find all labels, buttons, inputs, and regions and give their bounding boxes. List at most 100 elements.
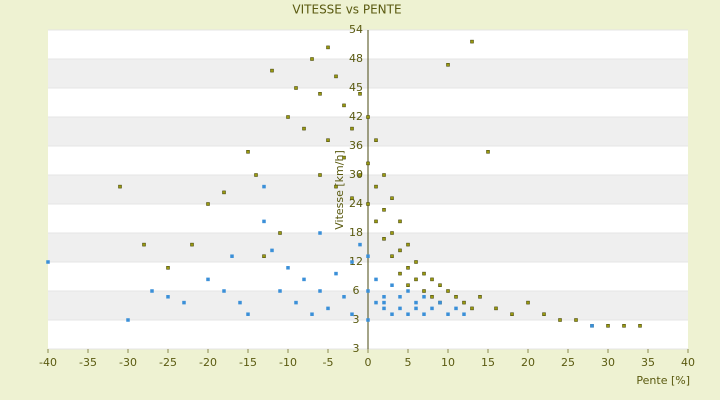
chart-title: VITESSE vs PENTE — [292, 3, 401, 17]
y-tick-label: 36 — [349, 139, 363, 152]
scatter-point — [398, 219, 402, 224]
scatter-point — [406, 312, 410, 316]
scatter-point — [446, 63, 450, 67]
scatter-point — [622, 324, 626, 328]
x-tick-label: 15 — [481, 356, 495, 369]
x-tick-label: -30 — [119, 356, 137, 369]
scatter-point — [262, 254, 266, 258]
x-tick-label: 30 — [601, 356, 615, 369]
y-tick-label: 3 — [353, 313, 360, 326]
scatter-point — [430, 306, 434, 311]
scatter-point — [390, 196, 394, 200]
scatter-point — [366, 254, 370, 258]
scatter-point — [414, 277, 418, 282]
scatter-point — [142, 242, 146, 247]
y-tick-label: 6 — [353, 284, 360, 297]
scatter-point — [406, 266, 410, 270]
y-tick-label: 45 — [349, 81, 363, 94]
scatter-point — [230, 254, 234, 258]
scatter-point — [414, 306, 418, 311]
scatter-point — [126, 318, 130, 322]
scatter-point — [342, 155, 346, 160]
scatter-point — [342, 295, 346, 299]
scatter-point — [366, 289, 370, 293]
scatter-point — [382, 237, 386, 241]
scatter-point — [422, 295, 426, 299]
scatter-point — [358, 92, 362, 96]
y-tick-label: 3 — [353, 342, 360, 355]
x-tick-label: 10 — [441, 356, 455, 369]
scatter-point — [326, 138, 330, 142]
scatter-point — [350, 260, 354, 264]
scatter-point — [318, 231, 322, 235]
scatter-point — [398, 306, 402, 311]
y-tick-label: 30 — [349, 168, 363, 181]
x-tick-label: -5 — [323, 356, 334, 369]
scatter-point — [374, 300, 378, 305]
scatter-point — [294, 300, 298, 305]
scatter-point — [390, 312, 394, 316]
scatter-point — [310, 57, 314, 61]
scatter-point — [382, 306, 386, 311]
scatter-point — [390, 283, 394, 287]
scatter-point — [222, 190, 226, 195]
scatter-point — [390, 254, 394, 258]
scatter-point — [366, 202, 370, 206]
scatter-point — [262, 184, 266, 189]
y-tick-label: 12 — [349, 255, 363, 268]
scatter-point — [166, 266, 170, 270]
scatter-point — [46, 260, 50, 264]
scatter-point — [286, 115, 290, 119]
scatter-point — [574, 318, 578, 322]
scatter-point — [350, 126, 354, 131]
scatter-point — [374, 184, 378, 189]
scatter-point — [542, 312, 546, 316]
scatter-point — [406, 242, 410, 247]
scatter-point — [462, 312, 466, 316]
scatter-point — [606, 324, 610, 328]
scatter-point — [430, 295, 434, 299]
scatter-point — [150, 289, 154, 293]
scatter-point — [270, 248, 274, 253]
scatter-point — [366, 115, 370, 119]
scatter-point — [558, 318, 562, 322]
scatter-point — [326, 45, 330, 50]
scatter-point — [382, 208, 386, 212]
scatter-point — [222, 289, 226, 293]
scatter-point — [318, 92, 322, 96]
scatter-point — [590, 324, 594, 328]
scatter-point — [414, 300, 418, 305]
scatter-point — [182, 300, 186, 305]
scatter-point — [510, 312, 514, 316]
scatter-point — [286, 266, 290, 270]
scatter-point — [206, 202, 210, 206]
scatter-point — [478, 295, 482, 299]
scatter-point — [374, 138, 378, 142]
x-tick-label: -40 — [39, 356, 57, 369]
scatter-point — [166, 295, 170, 299]
scatter-point — [470, 39, 474, 44]
scatter-point — [414, 260, 418, 264]
x-tick-label: -10 — [279, 356, 297, 369]
x-tick-label: 5 — [405, 356, 412, 369]
x-tick-label: 25 — [561, 356, 575, 369]
x-tick-label: -15 — [239, 356, 257, 369]
y-tick-label: 48 — [349, 52, 363, 65]
x-tick-label: -35 — [79, 356, 97, 369]
scatter-point — [422, 271, 426, 276]
scatter-point — [318, 289, 322, 293]
x-tick-label: -20 — [199, 356, 217, 369]
scatter-point — [430, 277, 434, 282]
scatter-point — [206, 277, 210, 282]
scatter-point — [302, 126, 306, 131]
scatter-point — [278, 289, 282, 293]
y-tick-label: 54 — [349, 23, 363, 36]
scatter-point — [446, 289, 450, 293]
scatter-point — [334, 184, 338, 189]
scatter-point — [366, 318, 370, 322]
scatter-point — [318, 173, 322, 177]
y-tick-label: 18 — [349, 226, 363, 239]
scatter-point — [454, 306, 458, 311]
x-tick-label: 35 — [641, 356, 655, 369]
